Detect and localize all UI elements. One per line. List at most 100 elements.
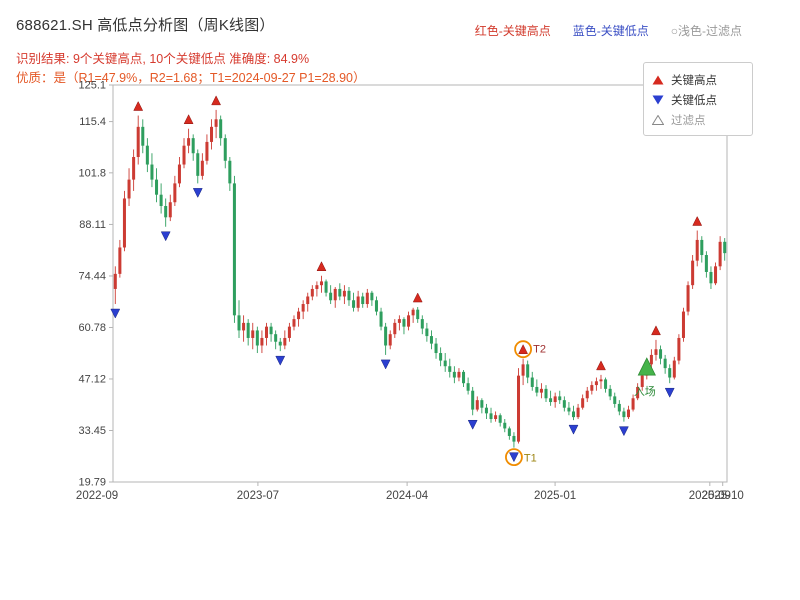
candle: [691, 260, 695, 286]
quality-line: 优质：是（R1=47.9%，R2=1.68；T1=2024-09-27 P1=2…: [16, 71, 366, 85]
candle: [292, 319, 296, 327]
candle: [466, 383, 470, 391]
key-high-marker: [412, 292, 423, 303]
candle: [549, 398, 553, 403]
candle: [255, 330, 259, 346]
candle: [407, 315, 411, 327]
candle: [535, 386, 539, 393]
candle: [714, 266, 718, 284]
y-tick-label: 74.44: [78, 270, 106, 282]
candle: [434, 343, 438, 354]
candle: [617, 403, 621, 412]
candle: [626, 409, 630, 418]
candle: [200, 160, 204, 176]
candle: [228, 160, 232, 184]
candle: [342, 290, 346, 297]
t2-circle: [514, 340, 532, 359]
candle: [333, 288, 337, 301]
candle: [425, 328, 429, 337]
candle: [613, 396, 617, 404]
candle: [659, 349, 663, 359]
candle: [145, 145, 149, 165]
candle: [274, 334, 278, 342]
candle: [150, 164, 154, 180]
key-low-marker: [192, 188, 203, 198]
key-high-marker: [316, 261, 327, 272]
recognition-result: 识别结果: 9个关键高点, 10个关键低点 准确度: 84.9%: [16, 52, 310, 66]
candle: [553, 396, 557, 403]
annotation-T1: T1: [524, 453, 537, 465]
candle: [113, 273, 117, 289]
candle: [723, 241, 727, 254]
candle: [457, 371, 461, 378]
chart-legend: 关键高点 关键低点 过滤点: [643, 62, 753, 136]
candle: [356, 296, 360, 308]
candle: [264, 326, 269, 338]
candle: [498, 415, 502, 423]
page-title: 688621.SH 高低点分析图（周K线图）: [16, 17, 275, 34]
candle: [700, 239, 704, 256]
y-tick-label: 101.8: [78, 167, 106, 179]
candle: [219, 119, 223, 139]
key-low-marker: [110, 308, 121, 319]
legend-item-key-high-label: 关键高点: [671, 75, 717, 87]
candle: [452, 371, 456, 378]
candle: [297, 311, 301, 320]
candle: [141, 126, 145, 146]
candle: [443, 360, 447, 367]
entry-label: 入场: [634, 384, 656, 398]
filtered-legend-icon: [652, 115, 664, 125]
candle: [338, 288, 342, 297]
y-tick-label: 115.4: [79, 116, 106, 128]
key-low-legend-icon: [652, 95, 664, 105]
header-legend: 红色-关键高点 蓝色-关键低点 ○浅色-过滤点: [475, 22, 742, 39]
candle: [365, 292, 369, 305]
legend-item-key-low: 关键低点: [652, 90, 744, 110]
candle: [159, 194, 163, 207]
candle: [544, 388, 548, 399]
candle: [173, 183, 177, 203]
candle: [402, 319, 406, 327]
candle: [567, 407, 571, 412]
candle: [388, 334, 392, 346]
candle: [246, 322, 250, 338]
candle: [512, 435, 516, 442]
y-tick-label: 33.45: [78, 425, 106, 437]
x-tick-label: 2025-10: [702, 490, 744, 502]
key-low-marker: [160, 231, 171, 242]
candle: [411, 309, 415, 316]
candle: [164, 206, 168, 218]
candle: [214, 119, 218, 127]
legend-item-key-high: 关键高点: [652, 70, 744, 90]
candle: [393, 322, 397, 335]
key-low-marker: [380, 359, 391, 370]
candle: [319, 281, 323, 286]
candle: [310, 288, 314, 297]
candle: [132, 157, 136, 180]
candle: [347, 290, 351, 301]
candle: [631, 398, 635, 410]
candle: [608, 388, 612, 397]
candle: [526, 364, 530, 378]
candle: [118, 247, 122, 274]
candle: [287, 326, 291, 338]
candle: [576, 407, 580, 418]
candle: [668, 368, 672, 378]
candle: [306, 296, 310, 305]
candle: [521, 364, 525, 376]
key-high-marker: [518, 344, 529, 354]
candle: [352, 300, 356, 308]
candle: [507, 428, 511, 436]
t1-circle: [505, 448, 523, 467]
candle: [663, 358, 667, 369]
candle: [420, 319, 424, 329]
legend-filtered-text: ○浅色-过滤点: [670, 24, 742, 38]
candle: [397, 319, 401, 323]
candle: [384, 326, 388, 346]
annotation-T2: T2: [533, 344, 546, 356]
entry-marker: [637, 357, 656, 376]
y-tick-label: 60.78: [78, 322, 106, 334]
candle: [283, 337, 287, 346]
candle: [489, 413, 493, 419]
candle: [374, 300, 378, 312]
